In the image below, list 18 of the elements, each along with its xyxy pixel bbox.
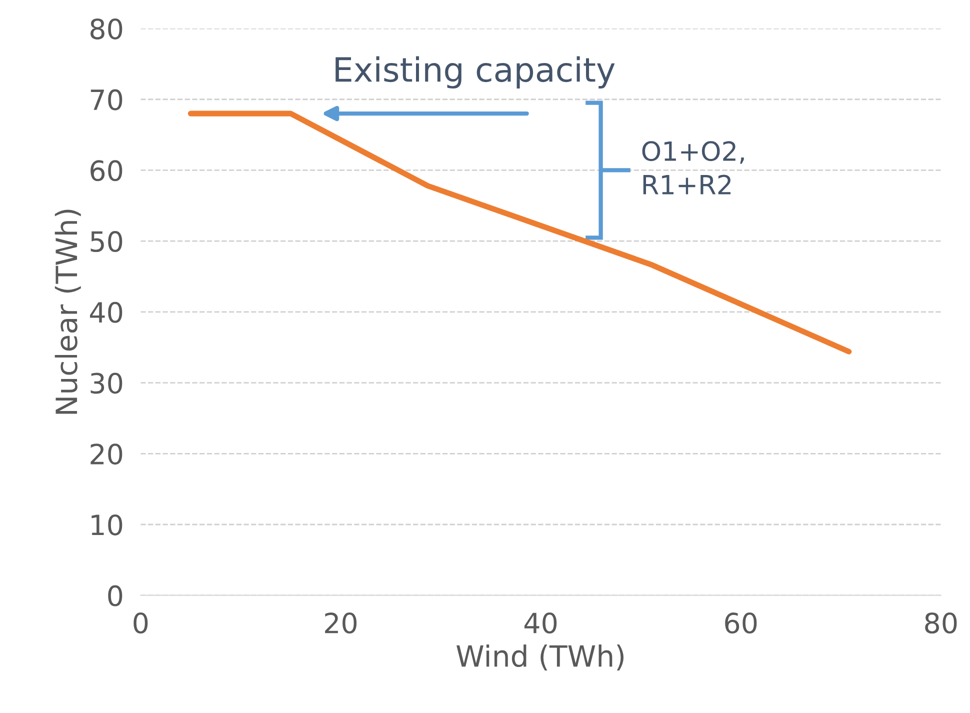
y-tick-label: 20 [90,444,122,465]
y-tick-label: 10 [92,514,122,536]
x-tick-label: 0 [134,612,148,634]
y-tick-label: 60 [90,160,122,182]
y-tick-label: 40 [90,302,122,323]
y-tick-label: 50 [90,231,122,252]
y-tick-label: 30 [90,372,122,394]
x-axis-title: Wind (TWh) [456,644,624,670]
x-tick-label: 40 [524,612,557,634]
x-tick-label: 80 [925,612,957,634]
x-tick-label: 20 [325,612,357,634]
y-tick-label: 70 [90,89,122,110]
annotation: O1+O2, R1+R2 [642,141,744,194]
annotation: Existing capacity [336,56,615,89]
y-tick-label: 0 [108,585,122,606]
y-tick-label: 80 [90,18,122,40]
x-tick-label: 60 [725,612,757,634]
y-axis-title: Nuclear (TWh) [54,210,81,414]
